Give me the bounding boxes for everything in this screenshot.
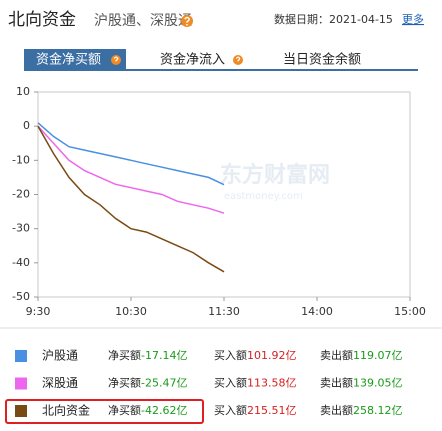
buy-label: 买入额 bbox=[214, 404, 247, 417]
y-tick-label: 0 bbox=[23, 119, 30, 132]
title: 北向资金 bbox=[8, 10, 76, 30]
legend-swatch bbox=[15, 350, 27, 362]
buy: 买入额101.92亿 bbox=[214, 349, 297, 362]
y-tick-label: 10 bbox=[16, 85, 30, 98]
watermark: 东方财富网 bbox=[220, 162, 330, 188]
x-tick-label: 9:30 bbox=[26, 305, 51, 318]
buy: 买入额215.51亿 bbox=[214, 404, 297, 417]
sell-label: 卖出额 bbox=[320, 403, 353, 417]
net-value: -17.14亿 bbox=[141, 349, 187, 362]
sell-value: 258.12亿 bbox=[353, 404, 403, 417]
net-buy: 净买额-17.14亿 bbox=[108, 348, 187, 362]
net-buy: 净买额-25.47亿 bbox=[108, 376, 187, 390]
x-tick-label: 15:00 bbox=[394, 305, 426, 318]
help-icon bbox=[233, 55, 243, 65]
active-tab-bg bbox=[24, 49, 126, 70]
tab[interactable]: 当日资金余额 bbox=[283, 52, 361, 68]
highlight-box bbox=[5, 399, 204, 424]
y-tick-label: -40 bbox=[12, 256, 30, 269]
buy: 买入额113.58亿 bbox=[214, 377, 297, 390]
x-tick-label: 14:00 bbox=[301, 305, 333, 318]
legend-name: 深股通 bbox=[42, 376, 78, 390]
net-buy: 净买额-42.62亿 bbox=[108, 403, 187, 417]
y-tick-label: -10 bbox=[12, 153, 30, 166]
legend-name: 北向资金 bbox=[42, 403, 90, 418]
help-icon bbox=[111, 55, 121, 65]
series-line bbox=[37, 125, 225, 214]
sell: 卖出额258.12亿 bbox=[320, 403, 403, 417]
buy-label: 买入额 bbox=[214, 349, 247, 362]
sell-label: 卖出额 bbox=[320, 376, 353, 390]
buy-value: 215.51亿 bbox=[247, 404, 297, 417]
help-icon[interactable] bbox=[181, 15, 193, 27]
legend-swatch bbox=[15, 405, 27, 417]
legend-swatch bbox=[15, 377, 27, 390]
tab[interactable]: 资金净买额 bbox=[36, 52, 101, 68]
buy-value: 113.58亿 bbox=[247, 377, 297, 390]
date-label: 数据日期：2021-04-15 bbox=[274, 12, 393, 26]
series-line bbox=[37, 122, 225, 186]
net-label: 净买额 bbox=[108, 348, 141, 362]
more-link[interactable]: 更多 bbox=[402, 12, 424, 26]
x-tick-label: 11:30 bbox=[208, 305, 240, 318]
buy-label: 买入额 bbox=[214, 377, 247, 390]
y-tick-label: -50 bbox=[12, 290, 30, 303]
subtitle: 沪股通、深股通 bbox=[94, 13, 192, 29]
net-value: -42.62亿 bbox=[141, 404, 187, 417]
y-tick-label: -20 bbox=[12, 188, 30, 201]
sell-value: 139.05亿 bbox=[353, 377, 403, 390]
net-label: 净买额 bbox=[108, 403, 141, 417]
buy-value: 101.92亿 bbox=[247, 349, 297, 362]
series-line bbox=[37, 125, 225, 273]
x-tick-label: 10:30 bbox=[115, 305, 147, 318]
watermark: eastmoney.com bbox=[224, 191, 303, 202]
tab[interactable]: 资金净流入 bbox=[160, 52, 225, 68]
sell: 卖出额119.07亿 bbox=[320, 348, 403, 362]
y-tick-label: -30 bbox=[12, 222, 30, 235]
sell-label: 卖出额 bbox=[320, 348, 353, 362]
legend-name: 沪股通 bbox=[42, 349, 78, 363]
sell-value: 119.07亿 bbox=[353, 349, 403, 362]
net-value: -25.47亿 bbox=[141, 377, 187, 390]
sell: 卖出额139.05亿 bbox=[320, 376, 403, 390]
net-label: 净买额 bbox=[108, 376, 141, 390]
